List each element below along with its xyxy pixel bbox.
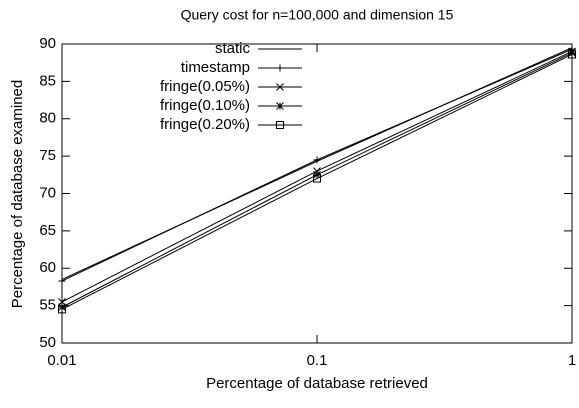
x-tick-label: 0.1 — [307, 352, 328, 369]
x-axis-label: Percentage of database retrieved — [206, 375, 428, 392]
series-line — [61, 48, 573, 282]
legend-label: fringe(0.05%) — [160, 78, 250, 95]
legend-label: fringe(0.20%) — [160, 116, 250, 133]
y-tick-label: 90 — [39, 35, 56, 52]
point — [568, 50, 576, 59]
legend-label: static — [215, 40, 251, 57]
point — [276, 64, 284, 72]
point — [313, 174, 321, 183]
point — [58, 305, 66, 314]
chart-title: Query cost for n=100,000 and dimension 1… — [181, 7, 454, 23]
x-tick-label: 0.01 — [47, 352, 76, 369]
point — [276, 121, 284, 129]
y-tick-label: 55 — [39, 297, 56, 314]
point — [568, 49, 576, 57]
point — [58, 277, 66, 285]
y-tick-label: 50 — [39, 334, 56, 351]
series-line — [61, 54, 573, 310]
point — [276, 102, 284, 110]
y-tick-label: 80 — [39, 110, 56, 127]
y-tick-label: 70 — [39, 184, 56, 201]
y-tick-label: 75 — [39, 147, 56, 164]
series-line — [61, 52, 573, 308]
plot-frame — [61, 43, 573, 344]
y-tick-label: 65 — [39, 222, 56, 239]
y-tick-label: 85 — [39, 72, 56, 89]
y-tick-label: 60 — [39, 259, 56, 276]
x-tick-label: 1 — [568, 352, 576, 369]
legend-label: timestamp — [181, 59, 250, 76]
y-axis-label: Percentage of database examined — [9, 80, 26, 309]
point — [58, 303, 66, 311]
point — [313, 156, 321, 164]
legend-label: fringe(0.10%) — [160, 97, 250, 114]
point — [276, 83, 284, 91]
